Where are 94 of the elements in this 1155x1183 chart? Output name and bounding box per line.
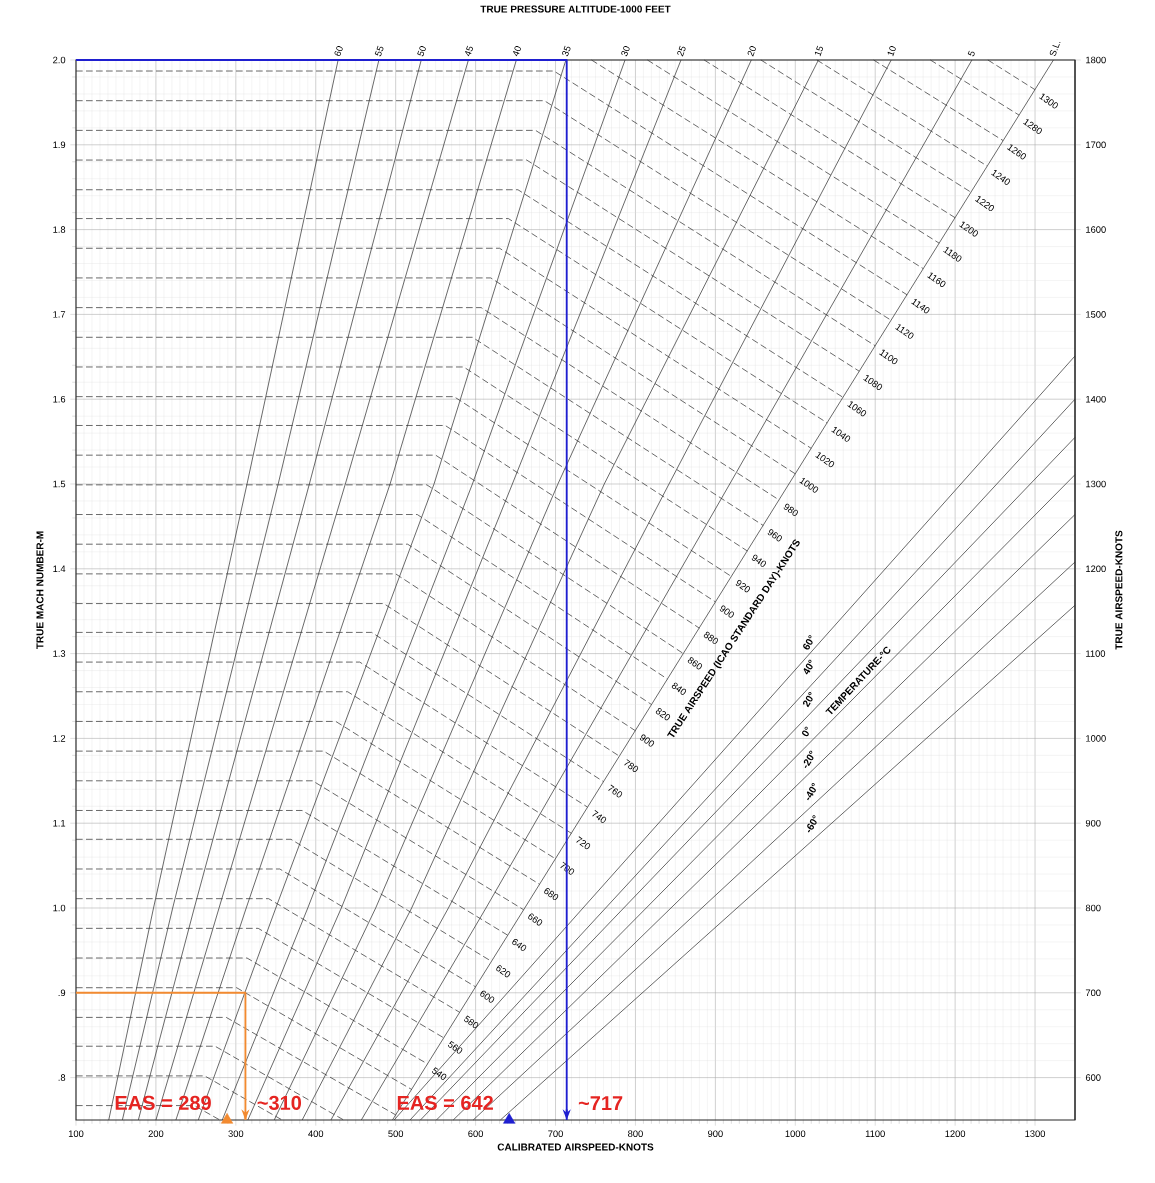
- annotation: -40°: [806, 783, 816, 801]
- text: 55: [374, 45, 384, 57]
- y2-tick-label: 1600: [1086, 226, 1106, 233]
- chart-title: TRUE PRESSURE ALTITUDE-1000 FEET: [480, 5, 671, 13]
- text: 30: [621, 46, 630, 57]
- y2-tick-label: 600: [1085, 1074, 1101, 1081]
- y2-axis-title: TRUE AIRSPEED-KNOTS: [1115, 530, 1123, 650]
- annotation: ~717: [578, 1096, 623, 1110]
- y-tick-label: 2.0: [53, 56, 66, 64]
- y2-tick-label: 700: [1085, 989, 1101, 997]
- x-tick-label: 1100: [865, 1130, 885, 1137]
- text: 1040: [831, 427, 851, 442]
- text: 680: [544, 888, 559, 901]
- text: 10: [887, 46, 896, 57]
- annotation: 40°: [803, 659, 813, 675]
- y2-tick-label: 1300: [1086, 480, 1106, 488]
- text: 15: [814, 45, 823, 57]
- text: 540: [432, 1067, 447, 1080]
- x-tick-label: 1000: [785, 1130, 806, 1137]
- y-tick-label: 1.6: [53, 395, 66, 403]
- x-tick-label: 900: [708, 1130, 723, 1137]
- text: 660: [528, 913, 543, 926]
- text: 1020: [815, 452, 835, 468]
- annotation: 20°: [802, 692, 813, 708]
- y2-tick-label: 1200: [1086, 565, 1106, 573]
- text: 1080: [863, 375, 883, 391]
- text: 1160: [927, 272, 946, 288]
- y2-tick-label: 1800: [1086, 56, 1106, 64]
- text: 45: [465, 45, 473, 57]
- text: 760: [608, 784, 623, 798]
- y-tick-label: .8: [58, 1074, 66, 1081]
- annotation: 60°: [803, 635, 813, 650]
- text: 980: [783, 503, 798, 516]
- x-tick-label: 1300: [1025, 1130, 1046, 1137]
- y2-tick-label: 1500: [1086, 311, 1106, 318]
- annotation: ~310: [257, 1095, 302, 1110]
- text: 40: [513, 46, 521, 57]
- x-axis-title: CALIBRATED AIRSPEED-KNOTS: [497, 1143, 654, 1151]
- text: 880: [703, 631, 719, 644]
- text: 920: [735, 580, 751, 593]
- text: 1240: [991, 170, 1011, 185]
- x-tick-label: 800: [628, 1130, 643, 1137]
- text: 580: [464, 1015, 479, 1029]
- y-tick-label: 1.0: [53, 904, 66, 912]
- y-tick-label: 1.7: [53, 311, 66, 318]
- text: 1140: [911, 298, 930, 314]
- x-tick-label: 200: [148, 1130, 164, 1137]
- x-tick-label: 500: [388, 1130, 404, 1137]
- text: 620: [496, 965, 511, 978]
- text: 1120: [895, 324, 914, 339]
- text: 740: [592, 810, 607, 823]
- y2-tick-label: 1100: [1086, 650, 1106, 657]
- y-axis-title: TRUE MACH NUMBER-M: [36, 531, 44, 650]
- text: 780: [624, 759, 639, 773]
- x-tick-label: 1200: [945, 1130, 966, 1137]
- y-tick-label: 1.9: [53, 141, 66, 149]
- text: S.L.: [1049, 41, 1061, 57]
- x-tick-label: 600: [468, 1130, 484, 1137]
- y-tick-label: .9: [58, 989, 66, 997]
- x-tick-label: 300: [228, 1130, 244, 1137]
- text: 640: [512, 938, 527, 951]
- y2-tick-label: 1400: [1086, 395, 1106, 403]
- text: 600: [480, 990, 495, 1003]
- text: 560: [448, 1040, 463, 1054]
- text: 900: [639, 734, 655, 747]
- text: 5: [967, 50, 975, 57]
- text: 860: [687, 657, 703, 670]
- y-tick-label: 1.5: [53, 480, 66, 488]
- text: 840: [671, 682, 687, 695]
- x-tick-label: 400: [308, 1130, 324, 1137]
- text: 50: [417, 46, 426, 57]
- text: 1280: [1023, 119, 1042, 134]
- text: 25: [677, 45, 686, 57]
- annotation: EAS = 642: [397, 1095, 493, 1110]
- y2-tick-label: 900: [1085, 819, 1101, 827]
- text: 720: [576, 836, 591, 850]
- y-tick-label: 1.8: [53, 226, 66, 233]
- text: 20: [747, 46, 756, 57]
- y-tick-label: 1.3: [53, 650, 66, 657]
- y-tick-label: 1.2: [53, 735, 66, 742]
- y2-tick-label: 1700: [1086, 141, 1106, 149]
- text: 1100: [879, 349, 898, 365]
- x-tick-label: 700: [548, 1130, 563, 1137]
- x-tick-label: 100: [68, 1130, 84, 1137]
- y2-tick-label: 800: [1085, 904, 1101, 912]
- y-tick-label: 1.1: [53, 819, 66, 827]
- y2-tick-label: 1000: [1086, 735, 1106, 742]
- text: 1180: [943, 247, 962, 262]
- text: 1000: [799, 477, 819, 493]
- text: 1220: [975, 196, 995, 212]
- y-tick-label: 1.4: [53, 565, 66, 573]
- text: 35: [562, 45, 571, 57]
- text: 60: [334, 46, 343, 56]
- annotation: 0°: [802, 726, 809, 737]
